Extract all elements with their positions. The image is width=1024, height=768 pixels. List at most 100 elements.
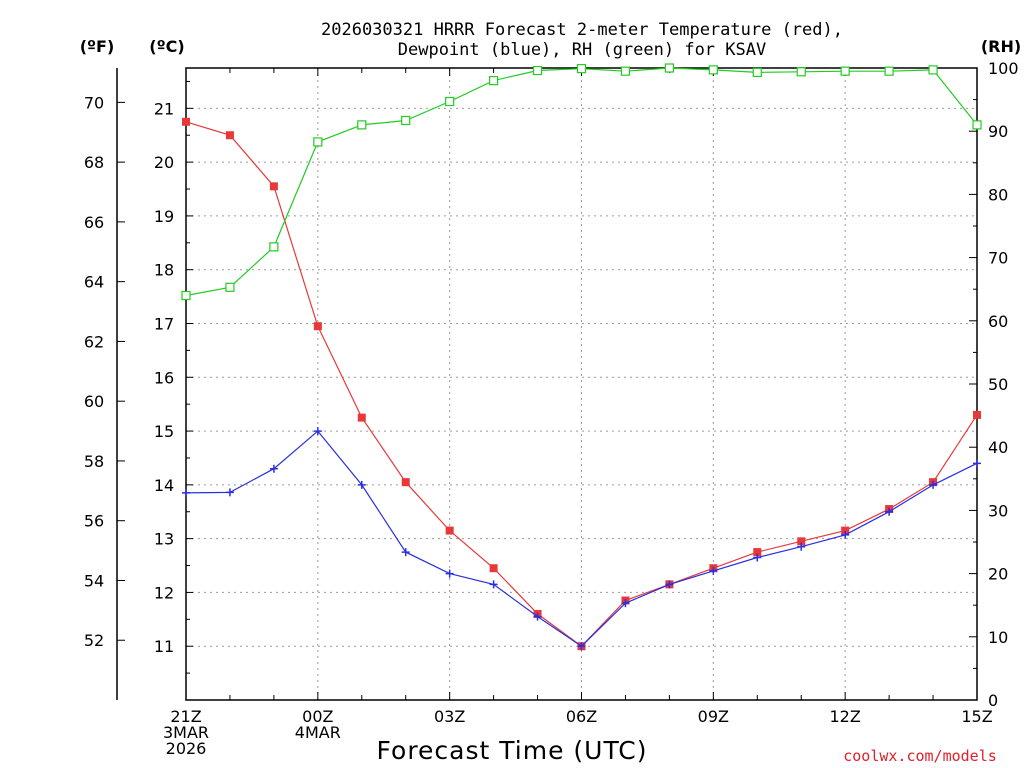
temperature-point xyxy=(182,117,190,126)
chart-title-line-1: 2026030321 HRRR Forecast 2-meter Tempera… xyxy=(321,20,843,40)
dewpoint-point xyxy=(182,488,190,497)
rh-tick-label: 0 xyxy=(988,691,998,710)
temperature-point xyxy=(797,537,806,546)
celsius-tick-label: 18 xyxy=(154,261,174,280)
rh-point xyxy=(620,66,631,76)
dewpoint-point xyxy=(489,580,498,589)
x-tick-label: 4MAR xyxy=(295,723,341,742)
rh-tick-label: 10 xyxy=(988,628,1008,647)
celsius-tick-label: 17 xyxy=(154,314,174,333)
temperature-point xyxy=(357,413,366,422)
rh-point xyxy=(313,137,323,147)
fahrenheit-tick-label: 66 xyxy=(84,213,104,232)
x-axis-title: Forecast Time (UTC) xyxy=(377,736,648,765)
fahrenheit-tick-label: 60 xyxy=(84,392,104,411)
series-lines xyxy=(181,63,982,651)
dewpoint-point xyxy=(225,488,234,497)
x-tick-label: 09Z xyxy=(698,707,729,726)
rh-point xyxy=(840,66,850,76)
dewpoint-point xyxy=(841,530,850,539)
x-tick-label: 15Z xyxy=(961,707,992,726)
dewpoint-point xyxy=(753,553,762,562)
x-tick-label: 03Z xyxy=(434,707,465,726)
rh-tick-label: 60 xyxy=(988,312,1008,331)
fahrenheit-tick-label: 70 xyxy=(84,93,104,112)
celsius-tick-label: 14 xyxy=(154,476,174,495)
rh-point xyxy=(269,242,279,252)
rh-tick-label: 30 xyxy=(988,501,1008,520)
dewpoint-point xyxy=(577,642,586,651)
celsius-tick-label: 20 xyxy=(154,153,174,172)
temperature-point xyxy=(269,182,278,191)
fahrenheit-tick-label: 56 xyxy=(84,512,104,531)
rh-point xyxy=(972,120,982,130)
dewpoint-point xyxy=(973,459,981,468)
fahrenheit-tick-label: 62 xyxy=(84,332,104,351)
grid-lines xyxy=(186,68,977,700)
rh-unit-label: (RH) xyxy=(981,37,1021,56)
celsius-tick-label: 13 xyxy=(154,530,174,549)
temperature-point xyxy=(753,548,762,557)
x-tick-label: 12Z xyxy=(830,707,861,726)
dewpoint-point xyxy=(445,569,454,578)
rh-tick-label: 70 xyxy=(988,249,1008,268)
rh-point xyxy=(401,115,411,126)
celsius-tick-label: 12 xyxy=(154,583,174,602)
rh-point xyxy=(664,63,674,73)
fahrenheit-tick-label: 52 xyxy=(84,631,104,650)
x-tick-label: 21Z xyxy=(170,707,201,726)
dewpoint-point xyxy=(885,507,894,516)
fahrenheit-unit-label: (ºF) xyxy=(80,37,115,56)
x-tick-label: 06Z xyxy=(566,707,597,726)
rh-point xyxy=(225,282,235,292)
dewpoint-point xyxy=(357,480,366,489)
rh-point xyxy=(445,96,455,107)
rh-point xyxy=(489,76,499,86)
x-tick-label: 00Z xyxy=(302,707,333,726)
rh-tick-label: 20 xyxy=(988,565,1008,584)
plot-frame xyxy=(185,67,978,701)
rh-point xyxy=(532,65,543,76)
celsius-unit-label: (ºC) xyxy=(149,37,184,56)
x-tick-label: 2026 xyxy=(166,739,207,758)
celsius-tick-label: 11 xyxy=(154,637,174,656)
dewpoint-point xyxy=(665,580,674,589)
x-tick-label: 3MAR xyxy=(163,723,209,742)
temperature-point xyxy=(973,410,981,419)
rh-tick-label: 50 xyxy=(988,375,1008,394)
temperature-point xyxy=(841,526,850,535)
dewpoint-point xyxy=(797,542,806,551)
rh-point xyxy=(884,66,894,76)
rh-point xyxy=(357,120,367,130)
rh-tick-label: 80 xyxy=(988,185,1008,204)
dewpoint-point xyxy=(621,599,630,608)
rh-tick-label: 40 xyxy=(988,438,1008,457)
dewpoint-point xyxy=(313,427,322,436)
chart-title-line-2: Dewpoint (blue), RH (green) for KSAV xyxy=(398,40,766,60)
fahrenheit-tick-label: 64 xyxy=(84,273,104,292)
temperature-point xyxy=(401,478,410,487)
axes-ticks: 11 12 13 14 15 16 17 18 19 20 21 52 54 56 58 60 62 64 66 68… xyxy=(84,59,1019,710)
fahrenheit-tick-label: 58 xyxy=(84,452,104,471)
celsius-tick-label: 16 xyxy=(154,368,174,387)
dewpoint-point xyxy=(533,612,542,621)
temperature-point xyxy=(489,564,498,573)
credit-link[interactable]: coolwx.com/models xyxy=(843,747,997,765)
celsius-tick-label: 15 xyxy=(154,422,174,441)
rh-point xyxy=(181,290,191,301)
fahrenheit-tick-label: 54 xyxy=(84,571,104,590)
temperature-point xyxy=(225,131,234,140)
rh-point xyxy=(928,65,938,75)
dewpoint-point xyxy=(401,548,410,557)
rh-tick-label: 90 xyxy=(988,122,1008,141)
rh-tick-label: 100 xyxy=(988,59,1019,78)
celsius-tick-label: 19 xyxy=(154,207,174,226)
dewpoint-point xyxy=(929,480,938,489)
dewpoint-point xyxy=(269,464,278,473)
temperature-point xyxy=(313,322,322,331)
fahrenheit-tick-label: 68 xyxy=(84,153,104,172)
rh-point xyxy=(752,67,762,78)
temperature-point xyxy=(445,526,454,535)
